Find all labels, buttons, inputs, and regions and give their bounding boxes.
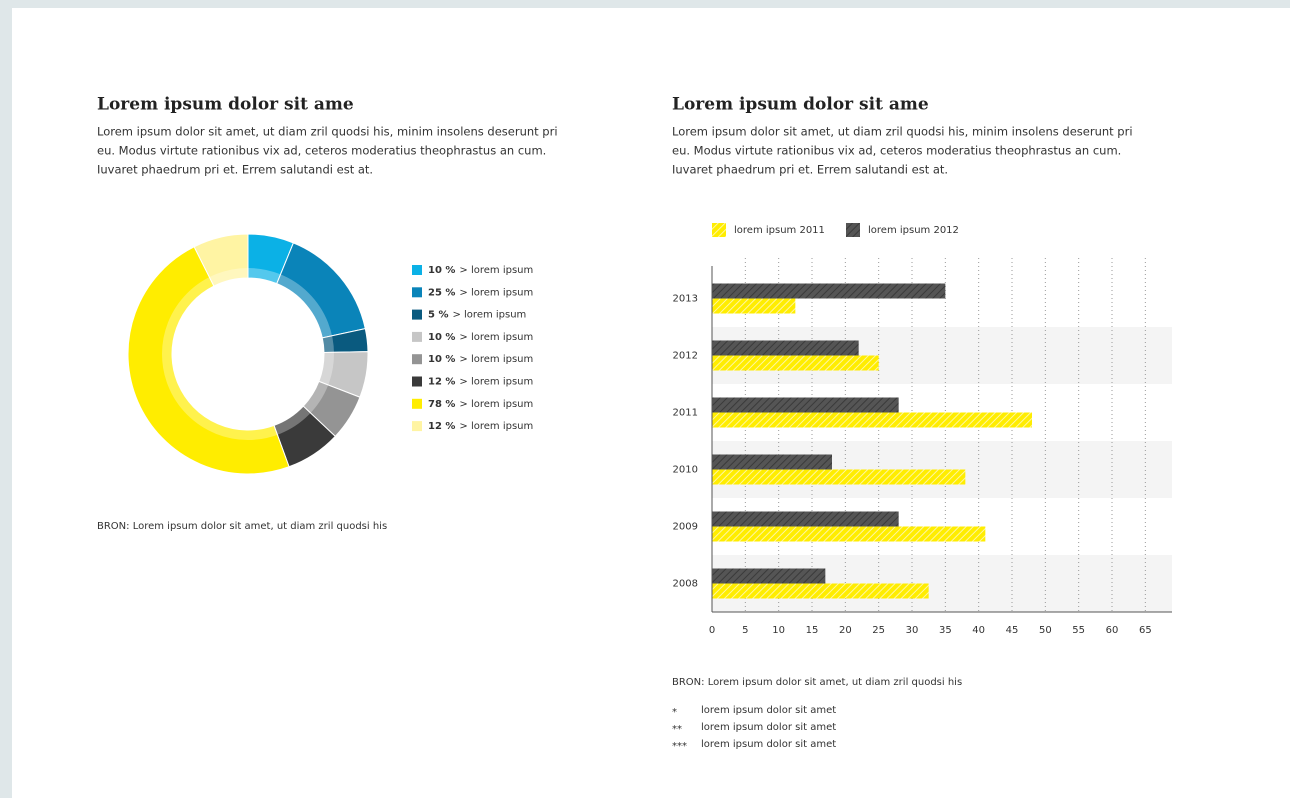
bar: [712, 454, 832, 470]
legend-swatch: [712, 223, 726, 237]
legend-value: 12 %: [428, 421, 455, 432]
x-tick-label: 25: [872, 625, 885, 636]
legend-value: 10 %: [428, 332, 455, 343]
chart-description: Lorem ipsum dolor sit amet, ut diam zril…: [97, 125, 558, 139]
legend-entry: 10 % > lorem ipsum: [428, 354, 533, 365]
panel: [12, 8, 1290, 798]
x-tick-label: 15: [806, 625, 819, 636]
chart-description: eu. Modus virtute rationibus vix ad, cet…: [97, 144, 546, 158]
bar: [712, 511, 899, 527]
bar: [712, 412, 1032, 428]
legend-entry: 10 % > lorem ipsum: [428, 332, 533, 343]
footnote-mark: **: [672, 724, 682, 735]
legend-entry: 78 % > lorem ipsum: [428, 399, 533, 410]
y-tick-label: 2010: [673, 465, 698, 476]
legend-label: lorem ipsum 2012: [868, 225, 959, 236]
bar: [712, 340, 859, 356]
bar: [712, 397, 899, 413]
bar: [712, 298, 796, 314]
x-tick-label: 0: [709, 625, 715, 636]
legend-label: > lorem ipsum: [459, 354, 533, 365]
legend-swatch: [412, 287, 422, 298]
legend-entry: 5 % > lorem ipsum: [428, 310, 526, 321]
legend-value: 5 %: [428, 310, 448, 321]
bar: [712, 568, 826, 584]
legend-swatch: [846, 223, 860, 237]
legend-swatch: [412, 398, 422, 409]
x-tick-label: 40: [972, 625, 985, 636]
source: BRON: Lorem ipsum dolor sit amet, ut dia…: [97, 521, 387, 532]
y-tick-label: 2008: [673, 579, 698, 590]
x-tick-label: 55: [1072, 625, 1085, 636]
x-tick-label: 65: [1139, 625, 1152, 636]
legend-value: 78 %: [428, 399, 455, 410]
x-tick-label: 10: [772, 625, 785, 636]
legend-value: 10 %: [428, 354, 455, 365]
chart-description: Lorem ipsum dolor sit amet, ut diam zril…: [672, 125, 1133, 139]
legend-swatch: [412, 309, 422, 320]
chart-title: Lorem ipsum dolor sit ame: [97, 95, 354, 115]
bar: [712, 283, 946, 299]
y-tick-label: 2012: [673, 351, 698, 362]
chart-description: Iuvaret phaedrum pri et. Errem salutandi…: [672, 163, 948, 177]
legend-entry: 12 % > lorem ipsum: [428, 421, 533, 432]
donut-segment: [193, 233, 249, 287]
legend-value: 12 %: [428, 377, 455, 388]
legend-swatch: [412, 265, 422, 275]
legend-label: > lorem ipsum: [459, 332, 533, 343]
bar: [712, 526, 986, 542]
legend-value: 10 %: [428, 265, 455, 276]
x-tick-label: 35: [939, 625, 952, 636]
legend-swatch: [412, 376, 422, 387]
bar: [712, 583, 929, 599]
y-tick-label: 2013: [673, 294, 698, 305]
x-tick-label: 50: [1039, 625, 1052, 636]
x-tick-label: 60: [1106, 625, 1119, 636]
y-tick-label: 2011: [673, 408, 698, 419]
footnote-mark: ***: [672, 741, 687, 752]
bar: [712, 355, 879, 371]
legend-label: lorem ipsum 2011: [734, 225, 825, 236]
source: BRON: Lorem ipsum dolor sit amet, ut dia…: [672, 677, 962, 688]
x-tick-label: 30: [906, 625, 919, 636]
legend-entry: 10 % > lorem ipsum: [428, 265, 533, 276]
legend-label: > lorem ipsum: [452, 310, 526, 321]
legend-swatch: [412, 331, 422, 342]
chart-title: Lorem ipsum dolor sit ame: [672, 95, 929, 115]
legend-label: > lorem ipsum: [459, 399, 533, 410]
legend-value: 25 %: [428, 287, 455, 298]
x-tick-label: 45: [1006, 625, 1019, 636]
x-tick-label: 20: [839, 625, 852, 636]
legend-label: > lorem ipsum: [459, 377, 533, 388]
legend-label: > lorem ipsum: [459, 287, 533, 298]
footnote-text: lorem ipsum dolor sit amet: [701, 739, 836, 750]
donut-segment: [127, 246, 290, 475]
legend-label: > lorem ipsum: [459, 265, 533, 276]
legend-label: > lorem ipsum: [459, 421, 533, 432]
chart-description: Iuvaret phaedrum pri et. Errem salutandi…: [97, 163, 373, 177]
chart-description: eu. Modus virtute rationibus vix ad, cet…: [672, 144, 1121, 158]
footnote-text: lorem ipsum dolor sit amet: [701, 705, 836, 716]
bar: [712, 469, 966, 485]
x-tick-label: 5: [742, 625, 748, 636]
footnote-mark: *: [672, 707, 677, 718]
y-tick-label: 2009: [673, 522, 698, 533]
donut-inner-ring: [162, 268, 334, 440]
legend-entry: 12 % > lorem ipsum: [428, 377, 533, 388]
footnote-text: lorem ipsum dolor sit amet: [701, 722, 836, 733]
legend-swatch: [412, 354, 422, 365]
legend-entry: 25 % > lorem ipsum: [428, 287, 533, 298]
legend-swatch: [412, 421, 422, 432]
